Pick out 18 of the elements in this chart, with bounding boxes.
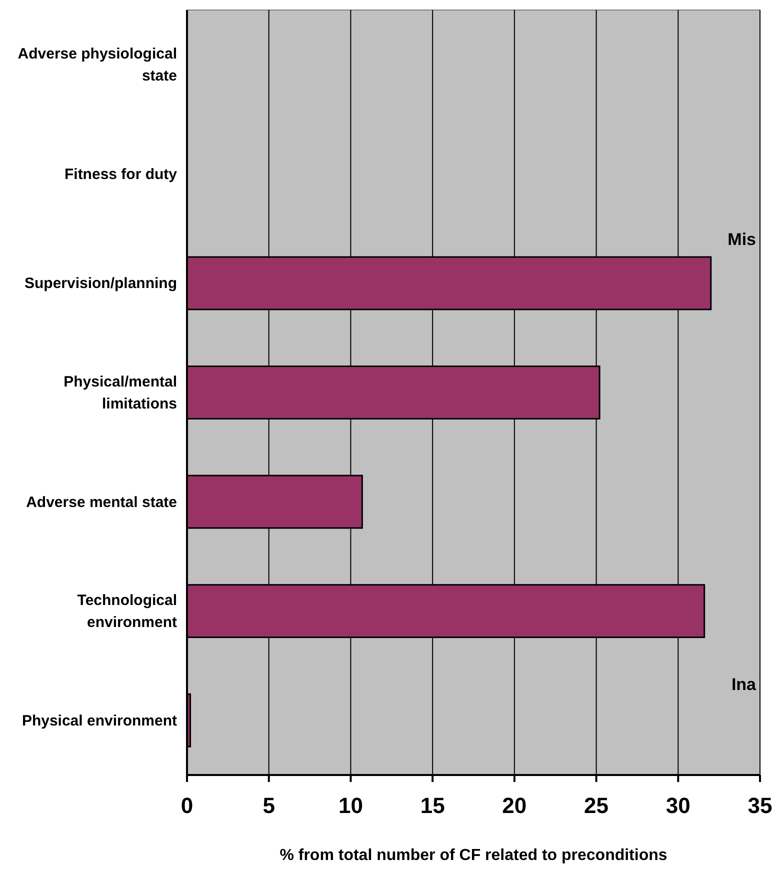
annotation: Mis	[728, 230, 756, 249]
y-tick-label: Physical/mental limitations	[64, 374, 177, 412]
x-tick-label: 0	[180, 793, 194, 818]
y-tick-label: Supervision/planning	[24, 275, 177, 292]
x-tick-label: 10	[338, 793, 363, 818]
x-tick-label: 30	[666, 793, 690, 818]
x-tick-label: 15	[420, 793, 445, 818]
x-tick-label: 20	[502, 793, 527, 818]
y-tick-label: Adverse physiological state	[18, 46, 177, 85]
annotation: Ina	[731, 675, 757, 694]
x-tick-label: 25	[584, 793, 609, 818]
x-tick-label: 35	[748, 793, 772, 818]
x-tick-label: 5	[262, 793, 275, 818]
y-tick-label: Physical environment	[22, 712, 177, 730]
x-axis-title: % from total number of CF related to preconditions	[280, 847, 668, 864]
y-tick-label: Fitness for duty	[64, 166, 178, 183]
y-tick-label: Technological environment	[77, 592, 178, 632]
y-tick-label: Adverse mental state	[26, 494, 177, 511]
